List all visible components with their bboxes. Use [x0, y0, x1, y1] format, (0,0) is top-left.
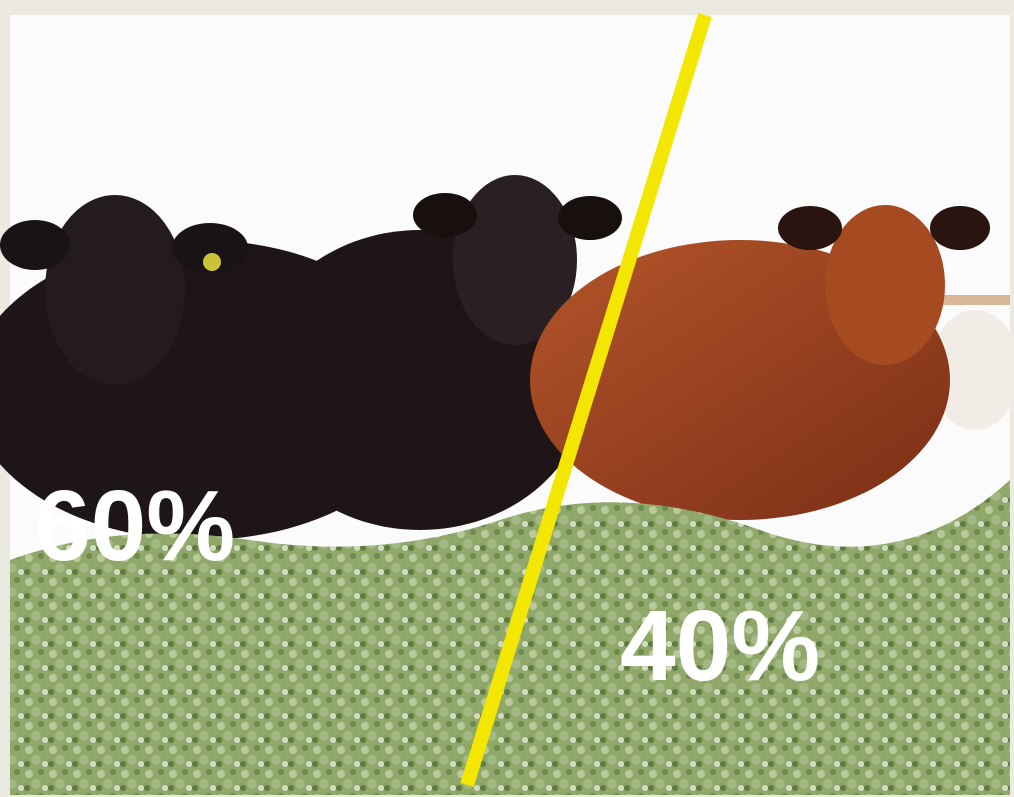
ear: [413, 193, 477, 237]
page: 60% 40% (() => { const data = JSON.parse…: [0, 0, 1014, 797]
ear: [930, 206, 990, 250]
ear: [778, 206, 842, 250]
left-percentage: 60%: [35, 470, 235, 582]
right-percentage: 40%: [620, 590, 820, 702]
black-cow-head: [45, 195, 185, 385]
ear: [0, 220, 70, 270]
photo: 60% 40%: [0, 0, 1014, 797]
red-cow-head: [825, 205, 945, 365]
ear-tag: [203, 253, 221, 271]
ear: [558, 196, 622, 240]
